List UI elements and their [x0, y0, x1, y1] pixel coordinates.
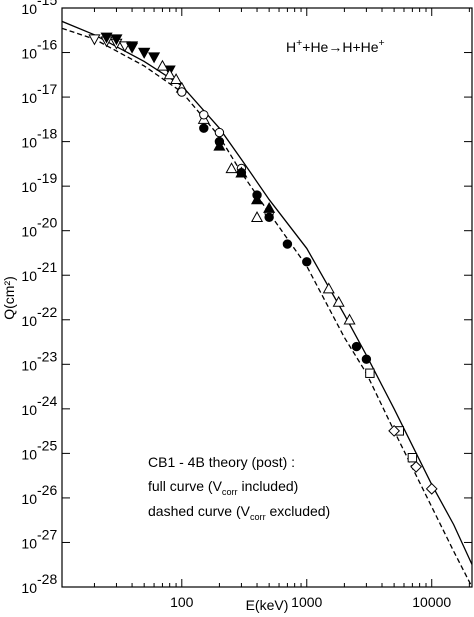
x-tick-label: 1000: [291, 594, 322, 610]
y-tick-exponent: -15: [37, 0, 57, 8]
triangle-down-marker: [88, 34, 101, 46]
y-tick-label: 10: [21, 446, 37, 462]
y-tick-label: 10: [21, 535, 37, 551]
y-tick-exponent: -17: [37, 81, 57, 97]
circle-marker: [264, 212, 274, 222]
annotation: full curve (Vcorr​ included): [148, 478, 298, 497]
plot-frame: [61, 7, 473, 588]
triangle-down-marker: [148, 52, 161, 64]
triangle-down-marker: [126, 41, 139, 53]
y-tick-label: 10: [21, 224, 37, 240]
subscript: corr: [222, 487, 238, 497]
annotation: H+​+He→H+He+​: [286, 37, 385, 55]
triangle-up-marker: [235, 166, 248, 178]
diamond-marker: [410, 460, 423, 473]
square-marker: [407, 453, 418, 463]
x-axis-label: E(keV): [246, 597, 289, 613]
y-tick-exponent: -27: [37, 526, 57, 542]
circle-marker: [199, 123, 209, 133]
annotation-text: excluded): [266, 503, 331, 519]
y-tick-label: 10: [21, 580, 37, 596]
triangle-up-marker: [170, 73, 183, 85]
annotation-text: dashed curve (V: [148, 503, 251, 519]
y-tick-exponent: -25: [37, 437, 57, 453]
circle-marker: [214, 127, 225, 138]
annotation-text: included): [238, 478, 299, 494]
y-tick-exponent: -20: [37, 215, 57, 231]
full-curve: [62, 20, 472, 565]
superscript: +: [379, 37, 385, 49]
y-tick-exponent: -19: [37, 170, 57, 186]
y-tick-label: 10: [21, 357, 37, 373]
triangle-up-marker: [332, 295, 345, 307]
annotation-text: H: [286, 39, 296, 55]
diamond-marker: [425, 482, 438, 495]
diamond-marker: [388, 424, 401, 437]
circle-marker: [199, 110, 209, 120]
triangle-up-marker: [250, 193, 264, 205]
y-tick-exponent: -18: [37, 126, 57, 142]
circle-marker: [302, 257, 312, 267]
y-tick-label: 10: [21, 268, 37, 284]
square-marker: [365, 368, 375, 378]
y-tick-exponent: -23: [37, 348, 57, 364]
plot-area: [62, 20, 472, 587]
y-tick-exponent: -26: [37, 482, 57, 498]
y-tick-label: 10: [21, 402, 37, 418]
y-tick-label: 10: [21, 179, 37, 195]
annotation: CB1 - 4B theory (post) :: [148, 454, 295, 470]
triangle-up-marker: [163, 68, 176, 80]
y-tick-label: 10: [21, 135, 37, 151]
triangle-up-marker: [225, 162, 238, 174]
triangle-down-marker: [110, 34, 123, 46]
triangle-up-marker: [213, 139, 226, 151]
y-tick-label: 10: [21, 90, 37, 106]
triangle-up-marker: [322, 282, 335, 294]
y-tick-label: 10: [21, 313, 37, 329]
y-axis-label: Q(cm²): [1, 276, 17, 320]
triangle-up-marker: [343, 313, 356, 325]
circle-marker: [282, 239, 293, 249]
x-tick-label: 10000: [412, 594, 451, 610]
triangle-up-marker: [263, 201, 276, 213]
annotation-text: +He→H+He: [302, 39, 378, 55]
triangle-up-marker: [250, 211, 264, 222]
y-tick-exponent: -16: [37, 37, 57, 53]
subscript: corr: [250, 512, 266, 522]
triangle-down-marker: [100, 32, 113, 44]
y-tick-label: 10: [21, 1, 37, 17]
dashed-curve: [62, 27, 472, 587]
annotation: dashed curve (Vcorr​ excluded): [148, 503, 330, 522]
y-tick-exponent: -22: [37, 304, 57, 320]
triangle-up-marker: [156, 59, 169, 71]
x-tick-label: 100: [170, 594, 194, 610]
annotation-text: full curve (V: [148, 478, 223, 494]
y-tick-exponent: -24: [37, 393, 57, 409]
y-tick-exponent: -28: [37, 571, 57, 587]
annotation-text: CB1 - 4B theory (post) :: [148, 454, 295, 470]
superscript: +: [296, 37, 302, 49]
y-tick-label: 10: [21, 46, 37, 62]
circle-marker: [351, 341, 362, 352]
circle-marker: [177, 87, 187, 97]
y-tick-label: 10: [21, 491, 37, 507]
y-tick-exponent: -21: [37, 259, 57, 275]
triangle-down-marker: [138, 47, 151, 59]
circle-marker: [361, 354, 372, 364]
